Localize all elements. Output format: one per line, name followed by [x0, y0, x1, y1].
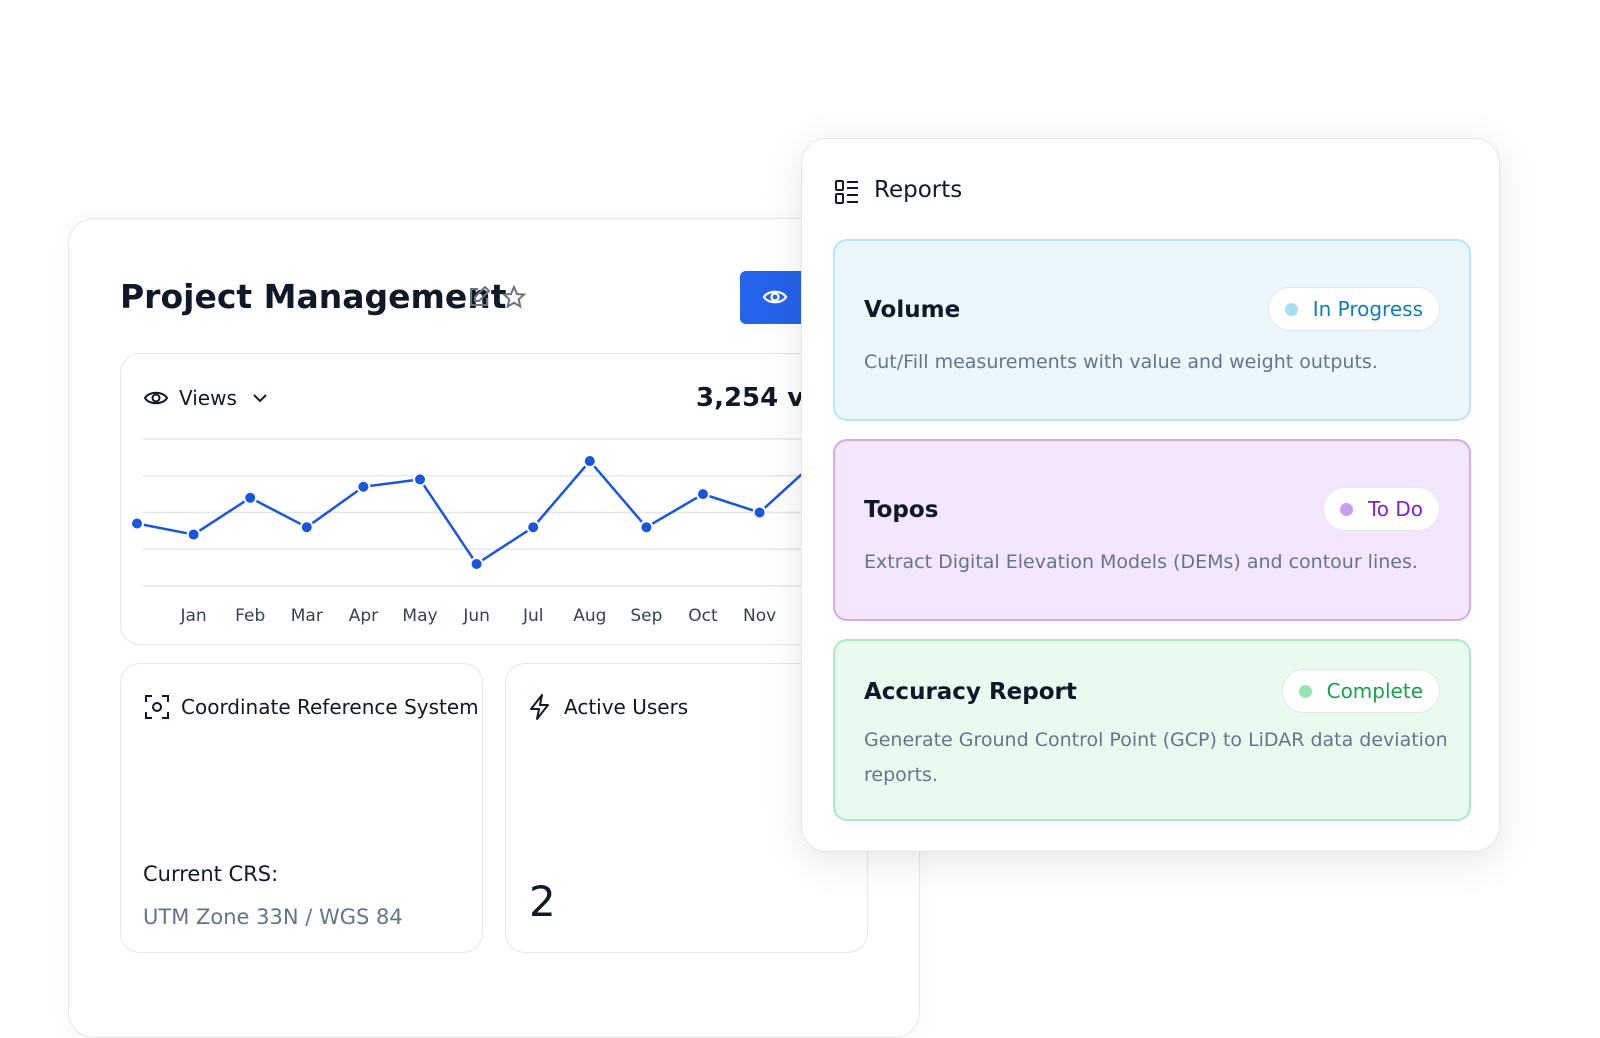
report-title: Accuracy Report — [864, 679, 1077, 705]
eye-icon — [143, 391, 169, 405]
chevron-icon — [253, 394, 267, 403]
point — [469, 556, 484, 571]
focus-icon — [145, 695, 169, 719]
reports-card: Reports Volume In Progress Cut/Fill meas… — [801, 138, 1500, 852]
status-text: Complete — [1326, 679, 1423, 703]
point — [696, 487, 710, 502]
point — [526, 520, 541, 535]
x-tick-label: Jul — [522, 606, 544, 626]
point — [299, 520, 314, 535]
status-text: In Progress — [1312, 297, 1423, 321]
views-dropdown[interactable]: Views — [179, 386, 237, 410]
bolt-icon — [530, 694, 549, 720]
point — [413, 472, 427, 487]
chart-card: Views 3,254 views Jan Feb Mar Apr May Jun Jul A… — [120, 353, 881, 645]
report-item[interactable]: Volume In Progress Cut/Fill measurements… — [833, 239, 1471, 421]
x-tick-label: Aug — [573, 606, 606, 626]
x-tick-label: Sep — [630, 606, 662, 626]
status-badge: To Do — [1322, 487, 1440, 531]
line-chart: JanFebMarAprMayJunJulAugSepOctNovDec — [130, 438, 881, 626]
edit-icon[interactable] — [467, 285, 491, 309]
point — [243, 490, 258, 505]
report-description: Cut/Fill measurements with value and wei… — [864, 351, 1378, 373]
point — [356, 479, 371, 494]
report-description: Generate Ground Control Point (GCP) to L… — [864, 729, 1448, 786]
report-title: Volume — [864, 297, 961, 323]
crs-card: Coordinate Reference System Current CRS:… — [120, 663, 483, 953]
report-description: Extract Digital Elevation Models (DEMs) … — [864, 551, 1418, 573]
x-tick-label: Jun — [462, 606, 490, 626]
page: Project Management Views 3,254 views Jan… — [68, 138, 1500, 1038]
star-icon[interactable] — [502, 285, 526, 309]
status-badge: In Progress — [1267, 287, 1440, 331]
point — [752, 505, 767, 520]
report-item[interactable]: Accuracy Report Complete Generate Ground… — [833, 639, 1471, 821]
active-users-value: 2 — [529, 877, 556, 926]
report-title: Topos — [864, 497, 939, 523]
status-badge: Complete — [1281, 669, 1440, 713]
point — [130, 516, 144, 531]
dashboard-card: Project Management Views 3,254 views Jan… — [68, 218, 920, 1038]
x-tick-label: Jan — [179, 606, 206, 626]
active-users-title: Active Users — [564, 695, 689, 719]
point — [639, 520, 654, 535]
crs-value: UTM Zone 33N / WGS 84 — [143, 905, 403, 929]
dashboard-title: Project Management — [120, 277, 507, 316]
reports-icon — [835, 180, 858, 204]
crs-label: Current CRS: — [143, 862, 279, 886]
status-text: To Do — [1367, 497, 1423, 521]
x-tick-label: Feb — [235, 606, 265, 626]
x-tick-label: Apr — [349, 606, 378, 626]
point — [582, 454, 597, 469]
x-tick-label: May — [402, 606, 437, 626]
crs-title: Coordinate Reference System — [181, 695, 479, 719]
x-tick-label: Mar — [291, 606, 323, 626]
eye-icon — [762, 290, 788, 304]
point — [186, 527, 201, 542]
x-tick-label: Oct — [688, 606, 718, 626]
reports-title: Reports — [874, 177, 963, 203]
x-tick-label: Nov — [743, 606, 776, 626]
report-item[interactable]: Topos To Do Extract Digital Elevation Mo… — [833, 439, 1471, 621]
